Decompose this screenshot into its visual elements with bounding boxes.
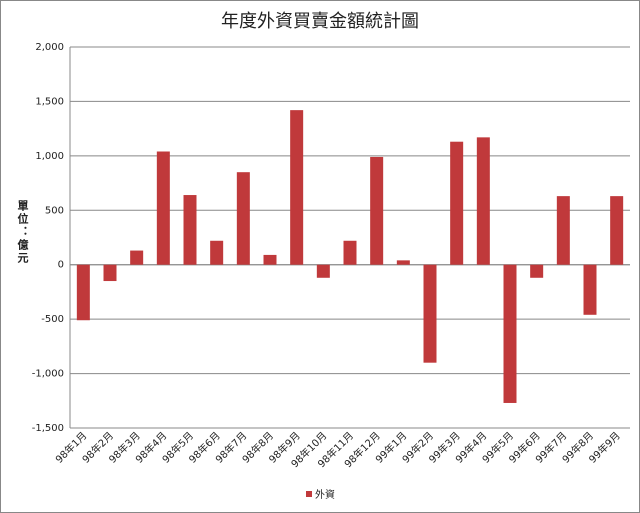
bar bbox=[210, 240, 224, 265]
bar bbox=[183, 195, 197, 265]
bar bbox=[370, 156, 384, 265]
bar bbox=[263, 254, 277, 265]
bar bbox=[583, 264, 597, 315]
y-tick-label: 2,000 bbox=[35, 42, 64, 53]
y-tick-label: 1,000 bbox=[35, 151, 64, 162]
bar bbox=[450, 141, 464, 265]
y-tick-label: 0 bbox=[58, 260, 64, 271]
y-tick-label: -1,000 bbox=[32, 369, 64, 380]
bar bbox=[476, 137, 490, 265]
y-tick-label: 500 bbox=[45, 205, 64, 216]
y-tick-label: 1,500 bbox=[35, 96, 64, 107]
bar bbox=[610, 196, 624, 265]
bar bbox=[530, 264, 544, 278]
legend-label: 外資 bbox=[315, 489, 335, 501]
bar bbox=[103, 264, 117, 282]
bar bbox=[156, 151, 170, 265]
bar bbox=[76, 264, 90, 321]
bar bbox=[290, 110, 304, 265]
bar bbox=[130, 250, 144, 265]
chart-title: 年度外資買賣金額統計圖 bbox=[221, 11, 419, 32]
bar bbox=[503, 264, 517, 403]
bar bbox=[423, 264, 437, 363]
legend-swatch bbox=[306, 491, 312, 497]
bar bbox=[396, 260, 410, 265]
bar bbox=[343, 240, 357, 265]
y-tick-label: -1,500 bbox=[32, 423, 64, 434]
y-tick-label: -500 bbox=[41, 314, 64, 325]
bar bbox=[556, 196, 570, 265]
bar bbox=[236, 172, 250, 265]
y-axis-label: 單位：億元 bbox=[16, 200, 29, 265]
bar bbox=[316, 264, 330, 278]
